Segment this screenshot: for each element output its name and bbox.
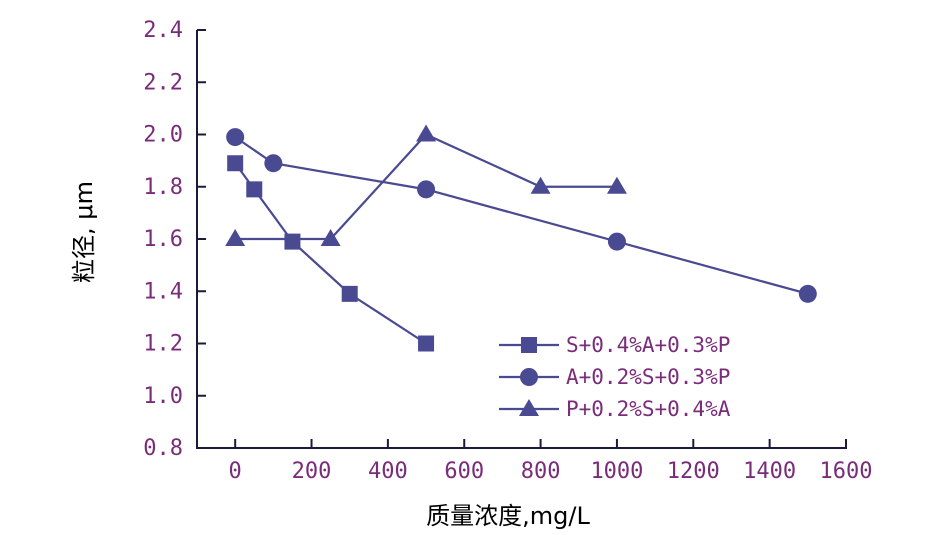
y-tick-label: 1.6 — [143, 227, 183, 252]
series-layer — [225, 124, 817, 352]
data-point-square — [341, 285, 358, 302]
x-tick-label: 1400 — [743, 459, 796, 484]
legend-marker-triangle — [519, 399, 539, 416]
legend-marker-circle — [520, 368, 538, 386]
series-1 — [227, 155, 435, 352]
x-tick-label: 200 — [292, 459, 332, 484]
data-point-triangle — [320, 229, 341, 246]
y-axis-title: 粒径, μm — [70, 181, 98, 283]
series-3 — [225, 124, 627, 246]
y-tick-label: 1.4 — [143, 279, 183, 304]
y-tick-label: 2.2 — [143, 70, 183, 95]
y-tick-label: 1.8 — [143, 175, 183, 200]
x-axis-title: 质量浓度,mg/L — [426, 502, 590, 530]
data-point-square — [246, 181, 263, 198]
legend-label: P+0.2%S+0.4%A — [566, 397, 731, 421]
legend-item-1: S+0.4%A+0.3%P — [499, 333, 730, 357]
series-line — [234, 162, 427, 345]
legend-label: S+0.4%A+0.3%P — [566, 333, 730, 357]
data-point-triangle — [416, 124, 437, 142]
series-line — [234, 136, 809, 295]
y-tick-label: 2.0 — [143, 123, 183, 148]
series-2 — [226, 128, 817, 303]
data-point-square — [418, 335, 435, 352]
legend-item-2: A+0.2%S+0.3%P — [499, 365, 730, 389]
y-tick-label: 1.2 — [143, 332, 183, 357]
legend-label: A+0.2%S+0.3%P — [566, 365, 730, 389]
data-point-triangle — [225, 229, 246, 246]
axes: 2.4 2.2 2.0 1.8 1.6 1.4 1.2 1.0 0.8 0 200 400 600 800… — [143, 18, 872, 484]
x-tick-label: 1200 — [667, 459, 720, 484]
x-tick-label: 1600 — [820, 459, 873, 484]
data-point-triangle — [606, 176, 627, 194]
legend-marker-square — [521, 337, 537, 353]
data-point-circle — [607, 232, 626, 251]
x-tick-label: 1000 — [590, 459, 643, 484]
legend: S+0.4%A+0.3%P A+0.2%S+0.3%P P+0.2%S+0.4%A — [499, 333, 731, 421]
x-tick-label: 0 — [229, 459, 242, 484]
x-tick-label: 600 — [444, 459, 484, 484]
y-tick-label: 2.4 — [143, 18, 183, 43]
data-point-square — [227, 155, 244, 172]
y-tick-label: 1.0 — [143, 384, 183, 409]
data-point-circle — [226, 128, 245, 147]
y-tick-label: 0.8 — [143, 436, 183, 461]
data-point-circle — [798, 284, 817, 303]
x-tick-label: 400 — [368, 459, 408, 484]
legend-item-3: P+0.2%S+0.4%A — [499, 397, 731, 421]
data-point-square — [284, 233, 301, 250]
data-point-circle — [417, 180, 436, 199]
x-tick-label: 800 — [521, 459, 561, 484]
data-point-circle — [264, 154, 283, 173]
data-point-triangle — [530, 176, 551, 194]
